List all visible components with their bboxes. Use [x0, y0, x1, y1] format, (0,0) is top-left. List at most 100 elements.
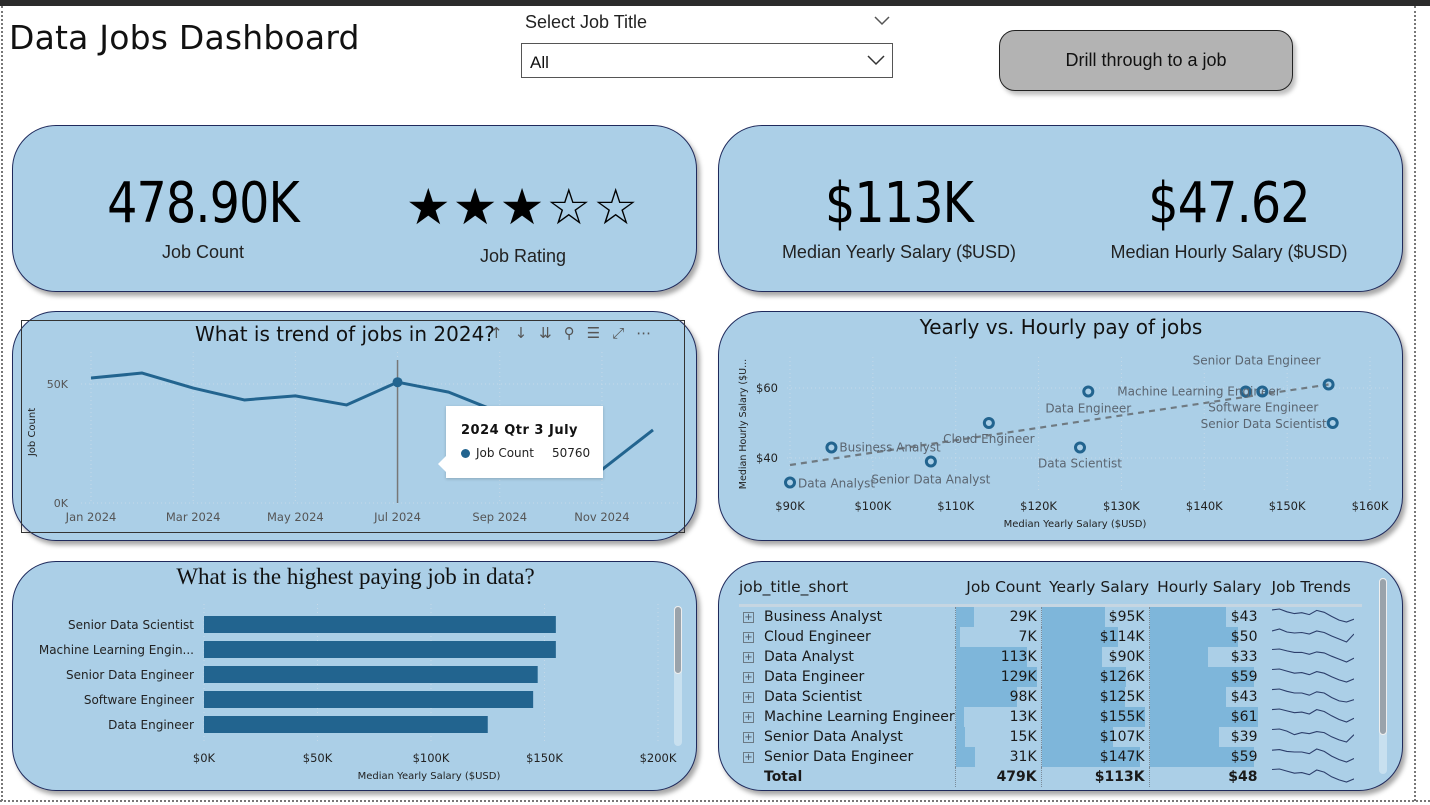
- drill-down-icon[interactable]: ↓: [514, 324, 528, 342]
- point-label: Data Scientist: [1038, 457, 1122, 471]
- cell-value: 31K: [1009, 749, 1037, 765]
- job-count-cell: 13K: [954, 707, 1042, 727]
- data-bar: [955, 727, 966, 747]
- scatter-point: [1239, 385, 1252, 398]
- x-tick-label: Jan 2024: [65, 510, 117, 524]
- point-label: Data Analyst: [798, 477, 875, 491]
- bar: [204, 641, 556, 658]
- table-row[interactable]: + Senior Data Analyst 15K $107K $39: [739, 727, 1362, 747]
- bar-chart[interactable]: $0K $50K $100K $150K $200K Median Yearly Sala…: [13, 562, 697, 791]
- scatter-point: [1074, 441, 1086, 454]
- yearly-salary-cell: $114K: [1040, 627, 1150, 647]
- expand-all-icon[interactable]: ⇊: [539, 324, 552, 342]
- filter-icon[interactable]: ☰: [586, 324, 601, 342]
- job-count-cell: 31K: [954, 747, 1042, 767]
- data-bar: [955, 607, 974, 627]
- scatter-point: [1326, 417, 1339, 429]
- page-title: Data Jobs Dashboard: [9, 18, 360, 57]
- table-row[interactable]: + Data Engineer 129K $126K $59: [739, 667, 1362, 687]
- scatter-chart-title: Yearly vs. Hourly pay of jobs: [919, 315, 1203, 339]
- scrollbar[interactable]: [674, 606, 682, 746]
- job-title: Machine Learning Engineer: [764, 709, 955, 725]
- column-header-job-trends[interactable]: Job Trends: [1261, 578, 1362, 607]
- expand-icon[interactable]: +: [743, 671, 754, 683]
- expand-icon[interactable]: +: [743, 631, 754, 643]
- x-axis-label: Median Yearly Salary ($USD): [1004, 519, 1147, 530]
- point-label: Senior Data Analyst: [871, 473, 990, 487]
- job-count-cell: 98K: [954, 687, 1042, 707]
- cell-value: $107K: [1099, 729, 1145, 745]
- job-title: Data Engineer: [764, 669, 865, 685]
- canvas-border: [1, 6, 3, 801]
- expand-icon[interactable]: +: [743, 611, 754, 623]
- drill-through-button[interactable]: Drill through to a job: [999, 30, 1293, 91]
- sparkline: [1271, 648, 1354, 663]
- job-title-cell: + Data Scientist: [739, 687, 955, 707]
- scrollbar-thumb[interactable]: [1379, 578, 1387, 735]
- column-header-yearly-salary[interactable]: Yearly Salary: [1041, 578, 1150, 607]
- hourly-salary-cell: $59: [1148, 747, 1262, 767]
- data-bar: [955, 687, 1018, 707]
- expand-icon[interactable]: +: [743, 751, 754, 763]
- data-bar: [1149, 607, 1226, 627]
- job-title-dropdown[interactable]: All: [521, 43, 893, 78]
- hourly-salary-cell: $50: [1148, 627, 1262, 647]
- cell-value: 15K: [1009, 729, 1037, 745]
- bar-chart-card[interactable]: What is the highest paying job in data? …: [12, 561, 697, 791]
- expand-icon[interactable]: +: [743, 711, 754, 723]
- hierarchy-icon[interactable]: ⚲: [563, 324, 575, 342]
- chevron-down-icon[interactable]: [872, 11, 892, 31]
- cell-value: $50: [1230, 629, 1258, 645]
- y-tick-label: 50K: [47, 378, 69, 391]
- slicer-label: Select Job Title: [525, 12, 648, 32]
- cell-value: $48: [1228, 769, 1258, 785]
- job-count-cell: 129K: [954, 667, 1042, 687]
- x-tick-label: $200K: [640, 751, 677, 765]
- point-label: Senior Data Engineer: [1193, 354, 1321, 368]
- job-rating-label: Job Rating: [479, 246, 567, 266]
- column-header-job-count[interactable]: Job Count: [955, 578, 1042, 607]
- job-trend-cell: [1262, 707, 1362, 727]
- canvas-border: [1414, 6, 1416, 801]
- sort-up-icon[interactable]: ↑: [490, 324, 503, 342]
- cell-value: 129K: [1000, 669, 1037, 685]
- scatter-point: [1082, 385, 1095, 398]
- line-chart-title: What is trend of jobs in 2024?: [195, 322, 495, 346]
- table-row[interactable]: + Machine Learning Engineer 13K $155K $61: [739, 707, 1362, 727]
- focus-mode-icon[interactable]: ⤢: [612, 324, 625, 342]
- table-row[interactable]: + Data Scientist 98K $125K $43: [739, 687, 1362, 707]
- y-tick-label: $60: [756, 381, 778, 395]
- expand-icon[interactable]: +: [743, 651, 754, 663]
- cell-value: $147K: [1099, 749, 1145, 765]
- table-row[interactable]: + Senior Data Engineer 31K $147K $59: [739, 747, 1362, 767]
- data-bar: [955, 707, 964, 727]
- cell-value: 13K: [1009, 709, 1037, 725]
- data-bar: [955, 647, 1027, 667]
- yearly-salary-cell: $90K: [1040, 647, 1150, 667]
- x-tick-label: May 2024: [267, 510, 324, 524]
- sparkline: [1271, 628, 1354, 643]
- more-options-icon[interactable]: ⋯: [636, 324, 652, 342]
- job-trend-cell: [1262, 667, 1362, 687]
- job-title: Senior Data Analyst: [764, 729, 903, 745]
- x-tick-label: $0K: [193, 751, 216, 765]
- expand-icon[interactable]: +: [743, 731, 754, 743]
- sparkline: [1271, 708, 1354, 723]
- column-header-hourly-salary[interactable]: Hourly Salary: [1149, 578, 1262, 607]
- table-row[interactable]: + Data Analyst 113K $90K $33: [739, 647, 1362, 667]
- job-title-cell: + Data Engineer: [739, 667, 955, 687]
- scrollbar-thumb[interactable]: [674, 606, 682, 674]
- cell-value: $126K: [1099, 669, 1145, 685]
- point-label: Business Analyst: [839, 441, 941, 455]
- job-title-cell: + Data Analyst: [739, 647, 955, 667]
- scatter-chart-card[interactable]: Yearly vs. Hourly pay of jobs Median Hour…: [718, 311, 1403, 541]
- table-row[interactable]: + Business Analyst 29K $95K $43: [739, 605, 1362, 627]
- expand-icon[interactable]: +: [743, 691, 754, 703]
- kpi-card-jobs: 478.90K Job Count ★★★☆☆ Job Rating: [12, 125, 697, 292]
- scatter-chart[interactable]: Yearly vs. Hourly pay of jobs Median Hour…: [719, 312, 1403, 541]
- table-row[interactable]: + Cloud Engineer 7K $114K $50: [739, 627, 1362, 647]
- category-label: Data Engineer: [108, 718, 194, 732]
- data-bar: [1149, 667, 1255, 687]
- column-header-job-title[interactable]: job_title_short: [739, 578, 956, 607]
- bar: [204, 691, 534, 708]
